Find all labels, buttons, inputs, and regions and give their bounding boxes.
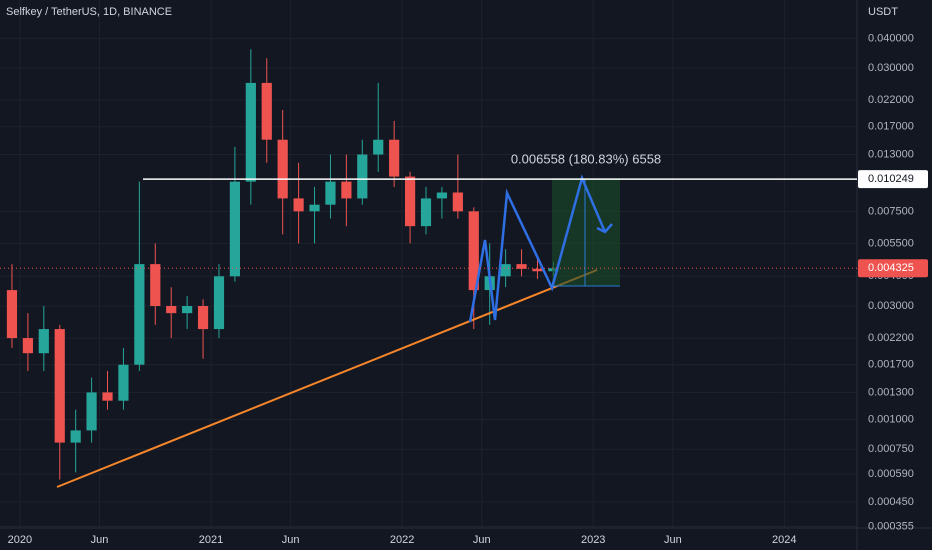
candle-body bbox=[500, 264, 511, 277]
y-tick-label: 0.001300 bbox=[868, 386, 914, 398]
y-tick-label: 0.000590 bbox=[868, 468, 914, 480]
y-tick-label: 0.007500 bbox=[868, 205, 914, 217]
x-tick-label: Jun bbox=[91, 534, 109, 546]
y-tick-label: 0.017000 bbox=[868, 121, 914, 133]
candle-body bbox=[213, 276, 225, 330]
candle-body bbox=[468, 211, 479, 291]
candle-body bbox=[357, 154, 368, 199]
x-tick-label: 2022 bbox=[390, 534, 414, 546]
candle-body bbox=[197, 306, 209, 330]
y-axis-label: USDT bbox=[868, 6, 898, 18]
y-tick-label: 0.005500 bbox=[868, 237, 914, 249]
x-tick-label: Jun bbox=[282, 534, 300, 546]
candle-body bbox=[325, 181, 336, 205]
candle-body bbox=[6, 290, 18, 339]
level-price-box bbox=[858, 170, 928, 189]
y-tick-label: 0.040000 bbox=[868, 32, 914, 44]
y-tick-label: 0.000355 bbox=[868, 520, 914, 532]
candle-body bbox=[118, 364, 129, 401]
candle-body bbox=[309, 204, 320, 212]
measure-box bbox=[552, 178, 620, 286]
candle-body bbox=[134, 264, 145, 365]
level-price-label: 0.010249 bbox=[868, 173, 914, 185]
candle-body bbox=[516, 264, 527, 269]
candle-body bbox=[182, 306, 193, 314]
candle-body bbox=[261, 82, 272, 140]
x-tick-label: Jun bbox=[473, 534, 491, 546]
x-tick-label: Jun bbox=[664, 534, 682, 546]
projection-arrowhead bbox=[596, 223, 613, 234]
projection-path bbox=[468, 174, 607, 323]
candle-body bbox=[245, 82, 256, 182]
candle-body bbox=[404, 176, 416, 227]
y-tick-label: 0.001000 bbox=[868, 413, 914, 425]
x-tick-label: 2021 bbox=[199, 534, 223, 546]
y-tick-label: 0.000750 bbox=[868, 443, 914, 455]
y-tick-label: 0.030000 bbox=[868, 62, 914, 74]
measure-annotation: 0.006558 (180.83%) 6558 bbox=[511, 151, 661, 166]
candle-body bbox=[373, 139, 384, 155]
last-price-label: 0.004325 bbox=[868, 262, 914, 274]
candle-body bbox=[70, 430, 81, 443]
y-tick-label: 0.013000 bbox=[868, 148, 914, 160]
candle-body bbox=[102, 392, 113, 401]
candle-body bbox=[420, 198, 432, 227]
candle-body bbox=[166, 306, 177, 314]
candle-body bbox=[229, 181, 241, 277]
candle-body bbox=[54, 329, 65, 443]
y-tick-label: 0.003000 bbox=[868, 300, 914, 312]
candle-body bbox=[277, 139, 288, 199]
candle-body bbox=[389, 139, 400, 177]
x-tick-label: 2023 bbox=[581, 534, 605, 546]
candle-body bbox=[341, 181, 352, 199]
x-tick-label: 2024 bbox=[772, 534, 796, 546]
y-tick-label: 0.001700 bbox=[868, 359, 914, 371]
chart-title: Selfkey / TetherUS, 1D, BINANCE bbox=[6, 6, 172, 18]
y-tick-label: 0.022000 bbox=[868, 94, 914, 106]
y-tick-label: 0.002200 bbox=[868, 332, 914, 344]
candle-body bbox=[86, 392, 97, 431]
trend-line bbox=[56, 269, 598, 488]
last-price-box bbox=[858, 259, 928, 278]
candle-body bbox=[38, 329, 49, 354]
candle-body bbox=[150, 264, 161, 307]
candle-body bbox=[22, 338, 33, 354]
candle-body bbox=[452, 192, 463, 212]
candle-body bbox=[532, 268, 543, 272]
candle-body bbox=[293, 198, 304, 212]
x-tick-label: 2020 bbox=[8, 534, 32, 546]
y-tick-label: 0.000450 bbox=[868, 496, 914, 508]
candle-body bbox=[436, 192, 448, 199]
